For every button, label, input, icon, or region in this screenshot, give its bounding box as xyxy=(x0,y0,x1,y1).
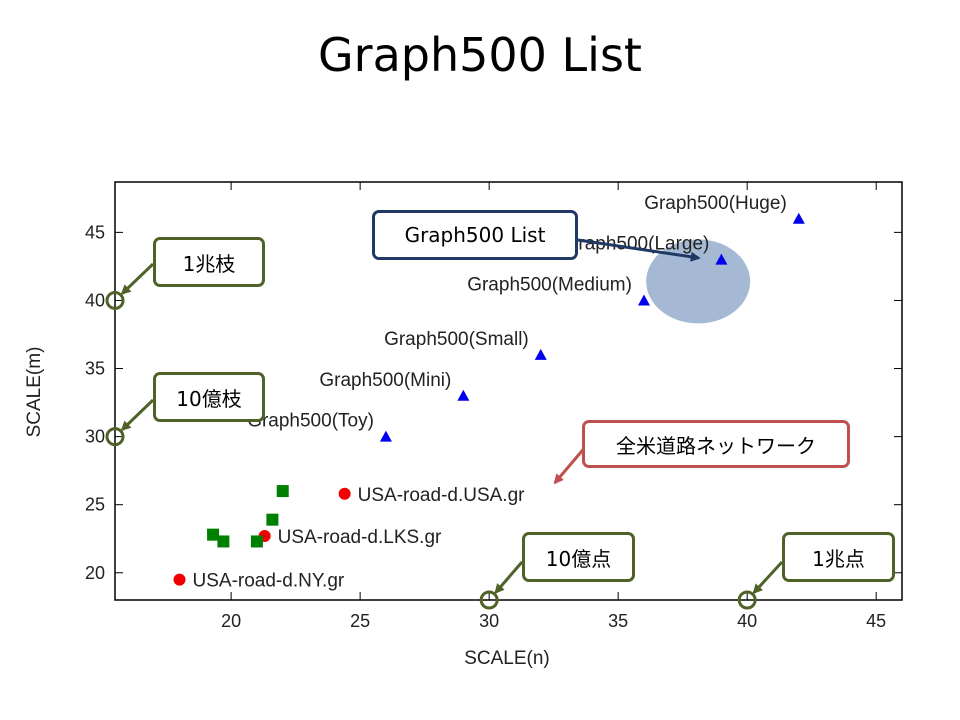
point-label: Graph500(Large) xyxy=(564,234,710,255)
square-point xyxy=(217,535,230,548)
callout-arrow xyxy=(120,398,155,432)
x-tick-label: 45 xyxy=(866,611,886,631)
square-point xyxy=(207,528,220,541)
square-point xyxy=(276,485,289,498)
point-label: USA-road-d.NY.gr xyxy=(193,571,345,592)
triangle-point xyxy=(457,389,470,401)
point-label: Graph500(Toy) xyxy=(247,411,374,432)
y-tick-label: 35 xyxy=(85,359,105,379)
x-tick-label: 30 xyxy=(479,611,499,631)
y-tick-label: 40 xyxy=(85,290,105,310)
axis-marker xyxy=(479,590,499,610)
square-point xyxy=(250,535,263,548)
y-tick-label: 25 xyxy=(85,495,105,515)
x-tick-label: 20 xyxy=(221,611,241,631)
axis-marker xyxy=(737,590,757,610)
triangle-point xyxy=(637,294,650,306)
triangle-point xyxy=(379,430,392,442)
y-tick-label: 45 xyxy=(85,222,105,242)
callout-box: 1兆枝 xyxy=(153,237,265,287)
callout-box: 10億点 xyxy=(522,532,635,582)
point-label: Graph500(Medium) xyxy=(467,274,632,295)
points-layer xyxy=(173,212,805,586)
point-label: Graph500(Huge) xyxy=(644,193,787,214)
triangle-point xyxy=(792,212,805,224)
point-label: Graph500(Mini) xyxy=(319,370,451,391)
x-tick-label: 40 xyxy=(737,611,757,631)
point-label: USA-road-d.USA.gr xyxy=(358,485,526,506)
callout-box: 1兆点 xyxy=(782,532,895,582)
point-label: USA-road-d.LKS.gr xyxy=(278,527,442,548)
axis-marker xyxy=(105,427,125,447)
x-axis-label: SCALE(n) xyxy=(464,648,550,669)
callout-arrows-layer xyxy=(120,238,784,595)
x-tick-label: 35 xyxy=(608,611,628,631)
y-tick-label: 30 xyxy=(85,427,105,447)
plot-frame xyxy=(114,181,903,601)
axes-layer: 20 25 30 35 40 45 20 25 30 35 40 45 xyxy=(85,182,902,631)
point-labels-layer: Graph500(Toy) Graph500(Mini) Graph500(Smal… xyxy=(193,193,787,592)
circle-point xyxy=(173,573,186,586)
y-tick-label: 20 xyxy=(85,563,105,583)
callout-box: 10億枝 xyxy=(153,372,265,422)
callout-box: Graph500 List xyxy=(372,210,578,260)
point-label: Graph500(Small) xyxy=(384,329,529,350)
axis-marker xyxy=(105,290,125,310)
triangle-point xyxy=(715,253,728,265)
callout-arrow xyxy=(494,561,524,594)
y-axis-label: SCALE(m) xyxy=(24,347,45,438)
callout-arrow xyxy=(577,238,701,262)
slide-title: Graph500 List xyxy=(318,28,642,82)
square-point xyxy=(266,513,279,526)
callout-arrow xyxy=(120,262,155,295)
callout-box: 全米道路ネットワーク xyxy=(582,420,850,468)
callout-arrow xyxy=(553,444,589,485)
callout-arrow xyxy=(752,560,784,595)
x-tick-label: 25 xyxy=(350,611,370,631)
triangle-point xyxy=(534,348,547,360)
circle-point xyxy=(338,487,351,500)
axis-markers-layer xyxy=(105,290,757,610)
